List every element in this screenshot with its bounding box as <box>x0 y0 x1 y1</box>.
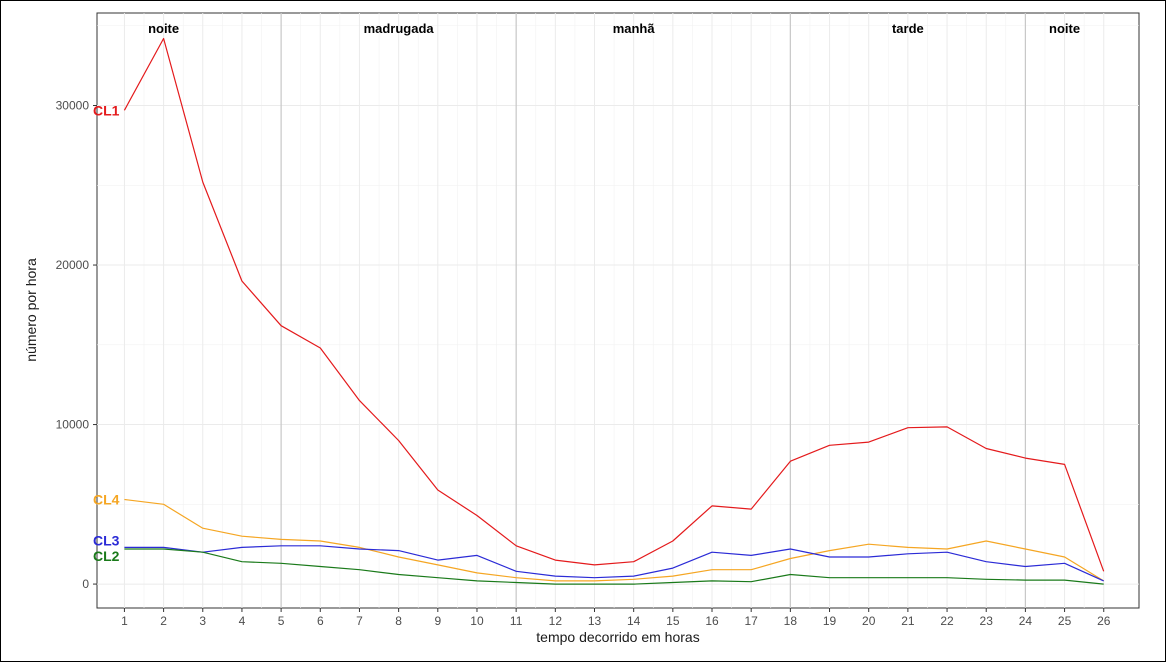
series-line-cl1 <box>123 37 1105 572</box>
grid-minor <box>97 13 1139 608</box>
x-tick-label: 26 <box>1097 614 1111 628</box>
series-line-cl3 <box>124 545 1104 582</box>
y-axis-ticks: 0 10000 20000 30000 <box>56 99 97 591</box>
x-axis-ticks: 1 2 3 4 5 6 7 8 9 10 11 12 13 14 15 16 17 18 19 20 21 22 23 24 2… <box>121 608 1111 628</box>
series-label-cl1: CL1 <box>93 102 120 118</box>
x-tick-label: 23 <box>980 614 994 628</box>
x-tick-label: 17 <box>745 614 759 628</box>
period-labels: noite madrugada manhã tarde noite <box>148 21 1080 36</box>
x-tick-label: 4 <box>239 614 246 628</box>
x-tick-label: 5 <box>278 614 285 628</box>
y-tick-label: 30000 <box>56 99 90 113</box>
series-line-cl4 <box>124 498 1105 582</box>
x-tick-label: 1 <box>121 614 128 628</box>
y-tick-label: 10000 <box>56 418 90 432</box>
x-tick-label: 25 <box>1058 614 1072 628</box>
period-dividers <box>280 13 1026 608</box>
x-tick-label: 20 <box>862 614 876 628</box>
y-tick-label: 20000 <box>56 258 90 272</box>
period-label: manhã <box>613 21 656 36</box>
x-tick-label: 7 <box>356 614 363 628</box>
x-tick-label: 24 <box>1019 614 1033 628</box>
plot-panel <box>96 12 1140 609</box>
x-tick-label: 12 <box>549 614 563 628</box>
period-label: noite <box>1049 21 1080 36</box>
x-tick-label: 8 <box>395 614 402 628</box>
x-tick-label: 10 <box>470 614 484 628</box>
series-line-cl2 <box>124 548 1104 585</box>
x-tick-label: 9 <box>434 614 441 628</box>
period-label: tarde <box>892 21 924 36</box>
x-tick-label: 2 <box>160 614 167 628</box>
x-axis-title: tempo decorrido em horas <box>536 629 699 645</box>
x-tick-label: 13 <box>588 614 602 628</box>
y-axis-title: número por hora <box>23 258 39 362</box>
series-lines <box>123 37 1105 585</box>
x-tick-label: 14 <box>627 614 641 628</box>
period-label: madrugada <box>364 21 435 36</box>
x-tick-label: 19 <box>823 614 837 628</box>
series-label-cl3: CL3 <box>93 532 120 548</box>
x-tick-label: 11 <box>510 614 523 628</box>
x-tick-label: 18 <box>784 614 798 628</box>
x-tick-label: 6 <box>317 614 324 628</box>
x-tick-label: 16 <box>705 614 719 628</box>
y-tick-label: 0 <box>82 577 89 591</box>
period-label: noite <box>148 21 179 36</box>
series-label-cl2: CL2 <box>93 548 120 564</box>
x-tick-label: 15 <box>666 614 680 628</box>
series-label-cl4: CL4 <box>93 492 120 508</box>
x-tick-label: 21 <box>901 614 915 628</box>
x-tick-label: 22 <box>940 614 954 628</box>
x-tick-label: 3 <box>199 614 206 628</box>
